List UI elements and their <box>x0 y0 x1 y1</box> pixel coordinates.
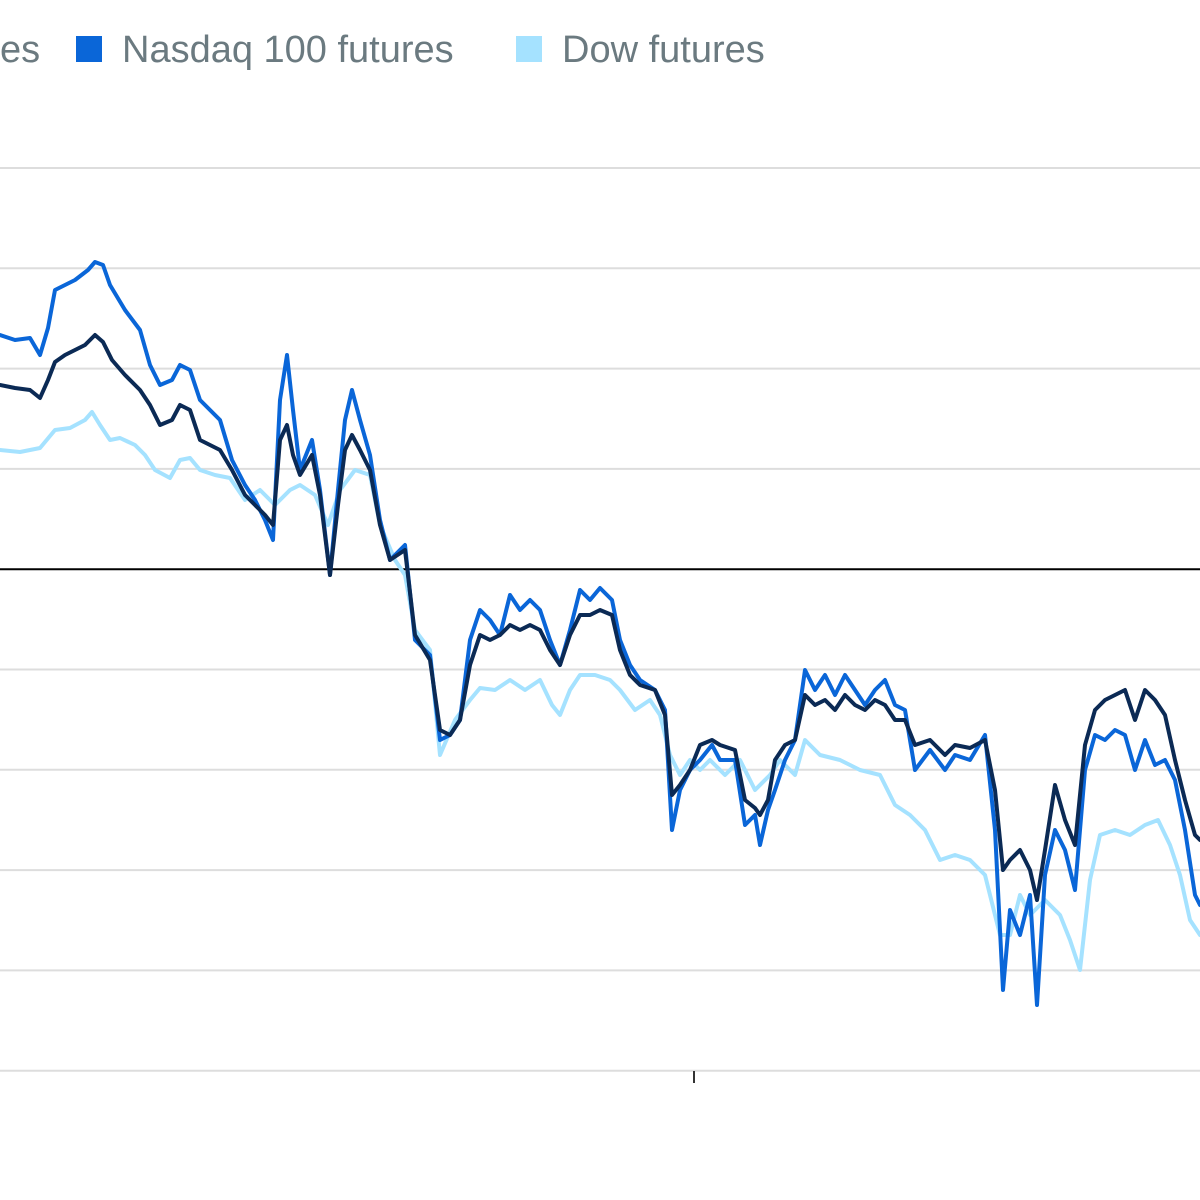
legend-swatch-nasdaq <box>76 36 102 62</box>
legend-label-es: es <box>0 29 40 71</box>
series-line-dow-futures <box>0 410 1200 972</box>
legend-label-nasdaq: Nasdaq 100 futures <box>122 29 454 71</box>
legend-label-dow: Dow futures <box>562 29 765 71</box>
series-line-nasdaq-100-futures <box>0 260 1200 1007</box>
legend: es Nasdaq 100 futures Dow futures <box>0 29 765 71</box>
series-lines <box>0 260 1200 1007</box>
legend-swatch-dow <box>516 36 542 62</box>
series-line-s-p-500-futures <box>0 333 1200 902</box>
